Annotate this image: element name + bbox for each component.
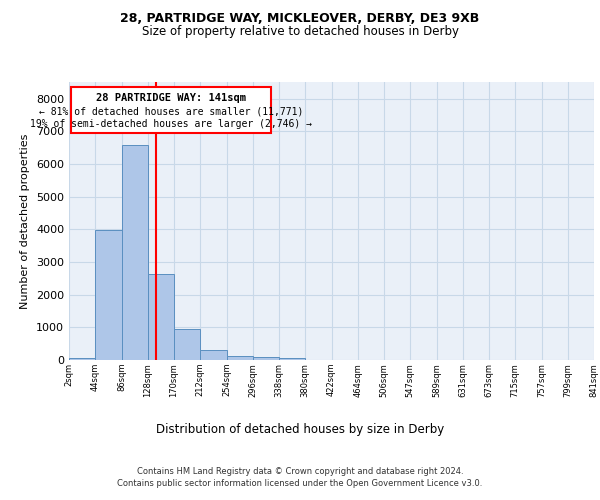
Bar	[227, 356, 253, 360]
Text: Contains HM Land Registry data © Crown copyright and database right 2024.: Contains HM Land Registry data © Crown c…	[137, 468, 463, 476]
Text: 28, PARTRIDGE WAY, MICKLEOVER, DERBY, DE3 9XB: 28, PARTRIDGE WAY, MICKLEOVER, DERBY, DE…	[121, 12, 479, 26]
Text: 28 PARTRIDGE WAY: 141sqm: 28 PARTRIDGE WAY: 141sqm	[96, 94, 246, 104]
Bar	[279, 358, 305, 360]
Bar	[148, 274, 174, 360]
Text: Size of property relative to detached houses in Derby: Size of property relative to detached ho…	[142, 25, 458, 38]
Text: Distribution of detached houses by size in Derby: Distribution of detached houses by size …	[156, 422, 444, 436]
Bar	[174, 329, 200, 360]
Bar	[200, 350, 227, 360]
Text: ← 81% of detached houses are smaller (11,771): ← 81% of detached houses are smaller (11…	[39, 106, 304, 117]
Bar	[253, 356, 279, 360]
Bar	[69, 358, 95, 360]
Bar	[95, 230, 121, 360]
FancyBboxPatch shape	[71, 88, 271, 133]
Text: Contains public sector information licensed under the Open Government Licence v3: Contains public sector information licen…	[118, 479, 482, 488]
Text: 19% of semi-detached houses are larger (2,746) →: 19% of semi-detached houses are larger (…	[30, 120, 312, 130]
Y-axis label: Number of detached properties: Number of detached properties	[20, 134, 31, 309]
Bar	[121, 144, 148, 360]
